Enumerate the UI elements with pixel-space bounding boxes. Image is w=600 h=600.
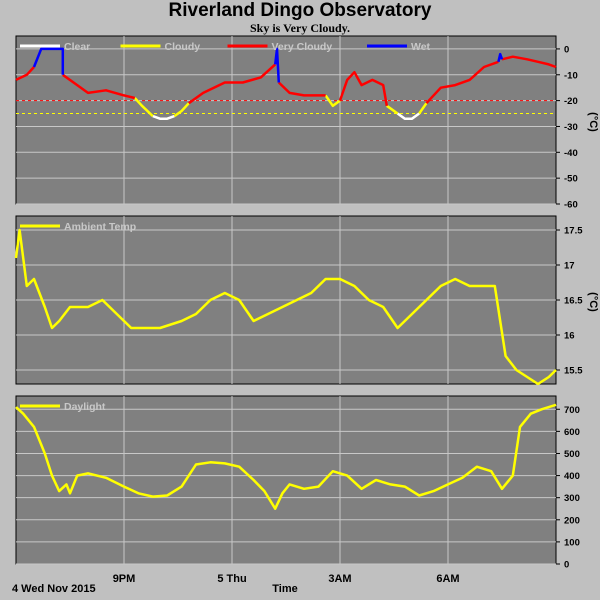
ytick-label-daylight: 400 <box>564 471 580 482</box>
ytick-label-daylight: 500 <box>564 449 580 460</box>
x-tick-label: 3AM <box>328 573 351 585</box>
ytick-label-ambient: 17.5 <box>564 226 583 237</box>
series-cloudy <box>324 94 341 108</box>
series-clear <box>396 112 420 120</box>
series-ambient-temp <box>14 228 557 386</box>
y-axis-label: (°C) <box>587 292 599 312</box>
series-very-cloudy <box>501 55 557 69</box>
series-very-cloudy <box>188 63 277 105</box>
date-label: 4 Wed Nov 2015 <box>12 583 96 595</box>
ytick-label-sky: -20 <box>564 96 578 107</box>
x-tick-label: 9PM <box>113 573 136 585</box>
legend-label: Clear <box>64 41 90 53</box>
series-very-cloudy <box>15 66 35 82</box>
series-very-cloudy <box>277 81 326 97</box>
ytick-label-ambient: 17 <box>564 261 575 272</box>
y-axis-label: (°C) <box>587 112 599 132</box>
legend-label: Wet <box>411 41 431 53</box>
ytick-label-sky: -30 <box>564 122 578 133</box>
ytick-label-sky: 0 <box>564 44 569 55</box>
x-tick-label: 6AM <box>436 573 459 585</box>
ytick-label-sky: -10 <box>564 70 578 81</box>
ytick-label-sky: -60 <box>564 200 578 211</box>
ytick-label-sky: -40 <box>564 148 578 159</box>
series-clear <box>152 114 175 120</box>
ytick-label-daylight: 0 <box>564 560 569 571</box>
series-cloudy <box>386 104 399 115</box>
ytick-label-ambient: 16.5 <box>564 296 583 307</box>
ytick-label-daylight: 200 <box>564 515 580 526</box>
series-cloudy <box>418 102 428 115</box>
series-very-cloudy <box>425 60 499 105</box>
ytick-label-daylight: 600 <box>564 427 580 438</box>
panel-daylight <box>15 395 557 565</box>
ytick-label-daylight: 300 <box>564 493 580 504</box>
legend-label: Ambient Temp <box>64 221 136 233</box>
series-daylight <box>15 403 557 510</box>
x-axis-label: Time <box>272 583 298 595</box>
series-wet <box>32 47 65 75</box>
ytick-label-ambient: 16 <box>564 331 575 342</box>
ytick-label-sky: -50 <box>564 174 578 185</box>
ytick-label-daylight: 100 <box>564 537 580 548</box>
series-very-cloudy <box>338 70 389 107</box>
page-title: Riverland Dingo Observatory <box>168 0 432 21</box>
series-wet <box>497 52 504 63</box>
series-cloudy <box>133 97 154 118</box>
series-wet <box>273 47 281 83</box>
x-tick-label: 5 Thu <box>217 573 246 585</box>
panel-sky <box>15 35 557 205</box>
series-very-cloudy <box>62 73 136 100</box>
ytick-label-daylight: 700 <box>564 405 580 416</box>
legend-label: Daylight <box>64 401 106 413</box>
legend-label: Cloudy <box>165 41 201 53</box>
series-cloudy <box>173 102 190 118</box>
legend-label: Very Cloudy <box>272 41 333 53</box>
sky-status: Sky is Very Cloudy. <box>249 21 351 35</box>
ytick-label-ambient: 15.5 <box>564 366 583 377</box>
